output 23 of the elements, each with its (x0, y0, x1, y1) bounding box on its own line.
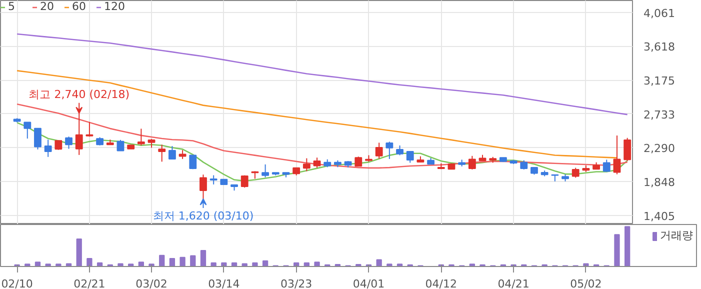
x-tick-label: 02/21 (74, 278, 106, 289)
x-tick-label: 03/23 (280, 278, 312, 289)
legend-label: 60 (72, 0, 87, 13)
x-tick-label: 04/12 (425, 278, 457, 289)
x-tick-label: 03/14 (208, 278, 240, 289)
y-tick-label: 1,405 (644, 210, 675, 223)
y-tick-label: 2,290 (644, 142, 675, 156)
legend-label: 20 (40, 0, 55, 13)
y-tick-label: 2,733 (644, 108, 675, 122)
y-tick-label: 1,848 (644, 176, 675, 189)
x-tick-label: 04/21 (498, 278, 530, 289)
y-tick-label: 3,175 (644, 74, 675, 88)
x-tick-label: 02/10 (1, 278, 33, 289)
x-tick-label: 04/01 (352, 278, 385, 289)
legend-label: 5 (8, 0, 16, 13)
legend-label: 거래량 (660, 228, 693, 243)
x-tick-label: 03/02 (136, 278, 168, 289)
annotation: 최고 2,740 (02/18) (28, 88, 130, 102)
x-tick-label: 05/02 (570, 278, 602, 289)
y-tick-label: 3,618 (644, 40, 675, 54)
y-tick-label: 4,061 (644, 6, 675, 20)
legend-label: 120 (104, 0, 125, 13)
annotation: 최저 1,620 (03/10) (152, 210, 254, 223)
